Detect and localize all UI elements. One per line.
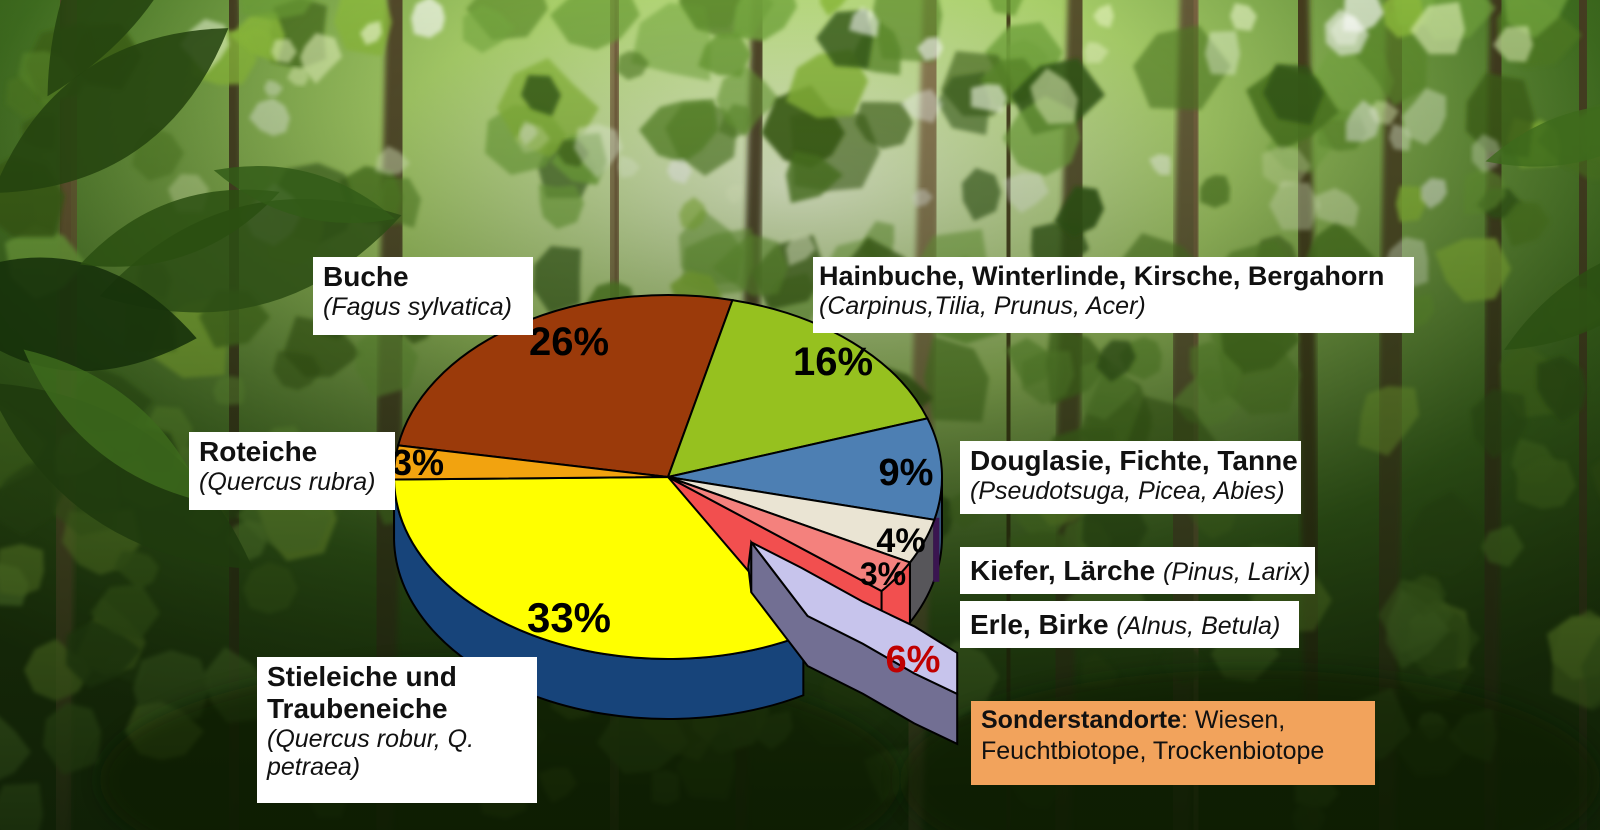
svg-text:9%: 9%	[879, 452, 934, 494]
svg-text:33%: 33%	[527, 594, 611, 641]
svg-text:4%: 4%	[876, 522, 925, 560]
svg-text:26%: 26%	[529, 320, 609, 364]
svg-text:16%: 16%	[793, 340, 873, 384]
svg-text:6%: 6%	[886, 639, 941, 681]
svg-text:3%: 3%	[860, 556, 906, 592]
svg-text:3%: 3%	[392, 442, 444, 483]
